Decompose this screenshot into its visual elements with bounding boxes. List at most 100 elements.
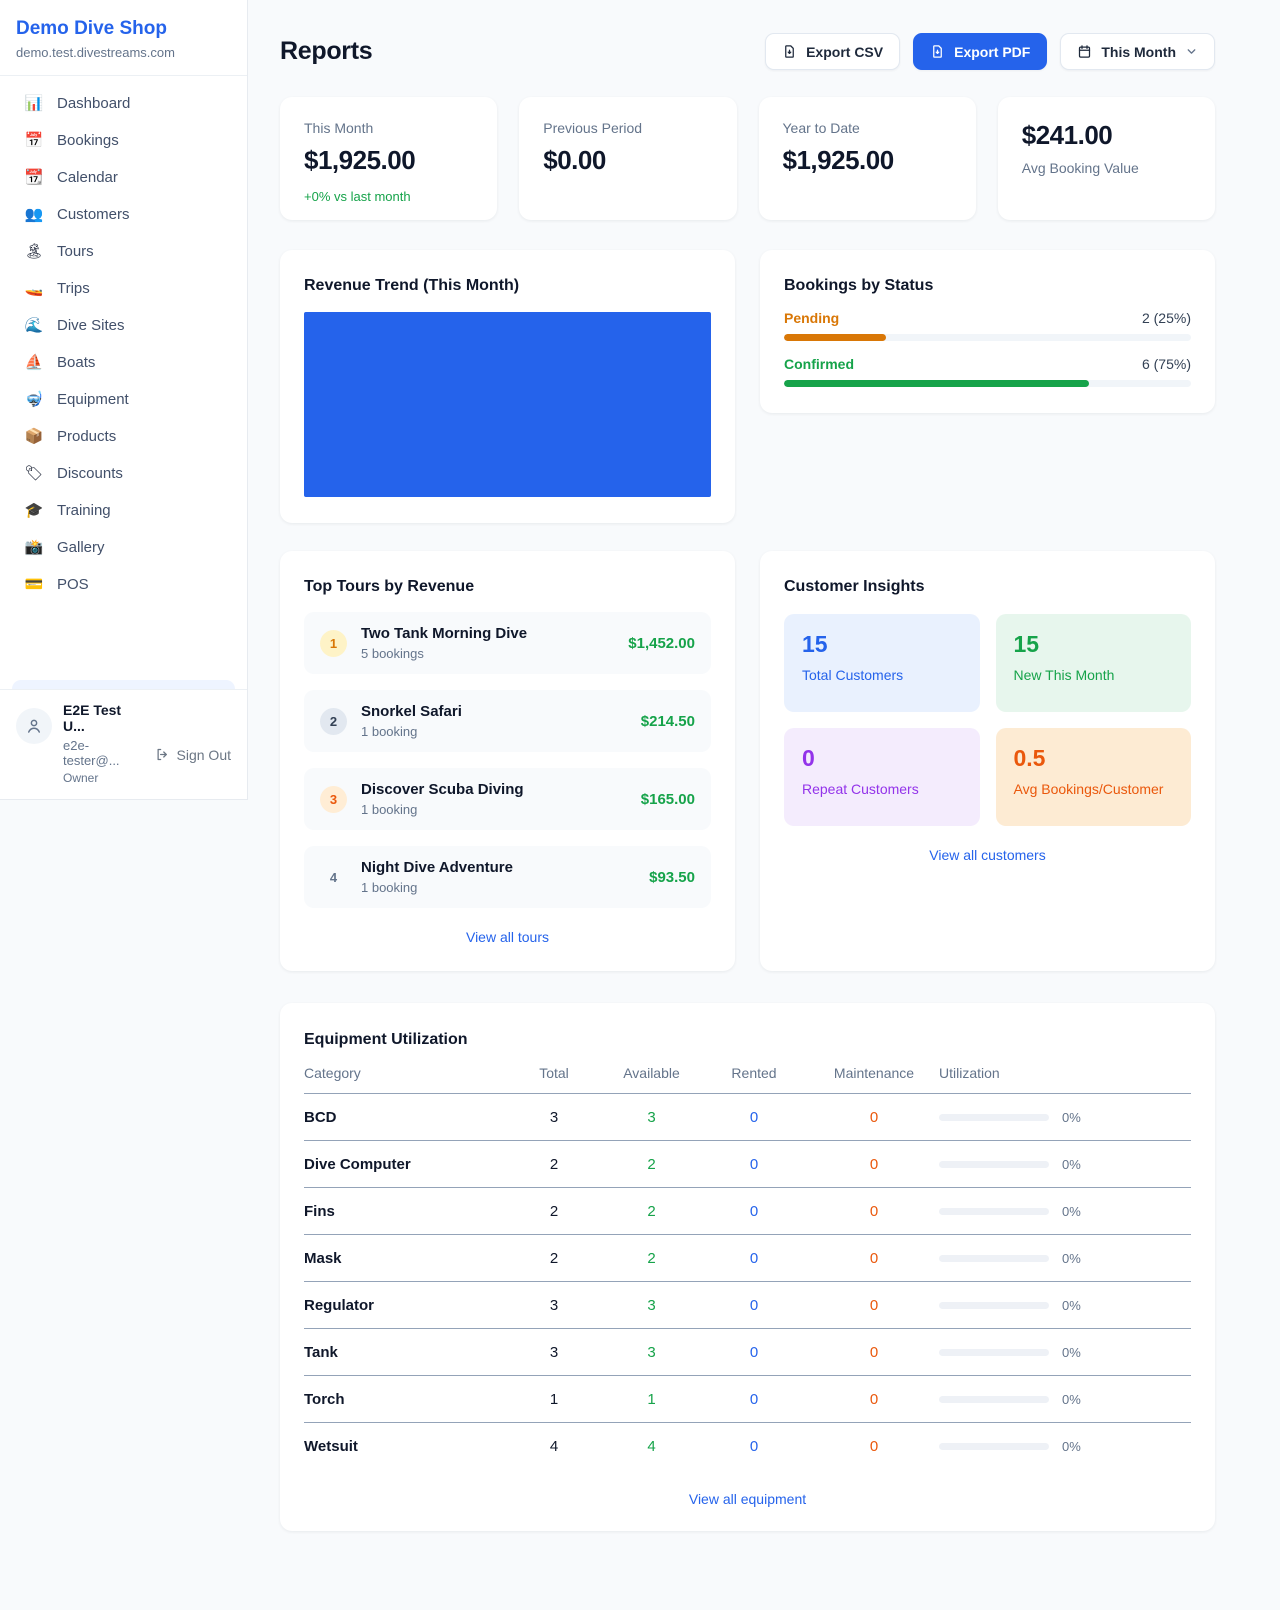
stat-value: $1,925.00 [304, 145, 416, 175]
stat-value: $1,925.00 [782, 145, 895, 175]
sidebar-nav-item[interactable]: 🏷 Discounts [12, 455, 235, 492]
equipment-rented: 0 [749, 1249, 759, 1267]
sidebar-nav-item[interactable]: 📸 Gallery [12, 529, 235, 566]
view-all-tours-link[interactable]: View all tours [465, 929, 549, 945]
insight-value: 15 [1013, 631, 1040, 657]
status-count: 2 (25%) [1141, 310, 1191, 326]
page-title: Reports [280, 37, 373, 65]
sidebar-nav-item[interactable]: 📅 Bookings [12, 122, 235, 159]
user-avatar-icon [16, 708, 52, 744]
nav-item-label: Dive Sites [57, 317, 125, 334]
equipment-rented: 0 [749, 1390, 759, 1408]
equipment-rented: 0 [749, 1343, 759, 1361]
stat-label: Previous Period [543, 120, 643, 136]
view-all-equipment-link[interactable]: View all equipment [688, 1491, 807, 1507]
utilization-percent: 0% [1062, 1156, 1081, 1172]
status-row: Confirmed 6 (75%) [784, 356, 1191, 387]
sidebar-nav-item[interactable]: 🏝 Tours [12, 233, 235, 270]
utilization-bar [939, 1207, 1049, 1215]
tour-rank-badge: 2 [320, 707, 347, 735]
utilization-percent: 0% [1062, 1203, 1081, 1219]
insight-value: 15 [802, 631, 828, 657]
sign-out-button[interactable]: Sign Out [155, 724, 231, 785]
stat-card: This Month $1,925.00 +0% vs last month [280, 97, 498, 220]
utilization-percent: 0% [1062, 1344, 1081, 1360]
tour-rank-badge: 1 [320, 629, 347, 657]
utilization-percent: 0% [1062, 1297, 1081, 1313]
nav-item-label: Gallery [57, 539, 105, 556]
tour-rank-badge: 3 [320, 785, 347, 813]
equipment-category: Wetsuit [304, 1438, 358, 1455]
equipment-category: Fins [304, 1202, 335, 1220]
equipment-total: 4 [549, 1438, 559, 1455]
sidebar-nav-item[interactable]: 💳 POS [12, 566, 235, 603]
nav-item-icon: 🌊 [24, 317, 44, 334]
equipment-utilization-panel: Equipment Utilization Category Total Ava… [280, 1003, 1215, 1531]
logout-icon [157, 748, 167, 761]
nav-item-label: Trips [57, 280, 90, 297]
view-all-customers-link[interactable]: View all customers [929, 847, 1046, 863]
stat-cards: This Month $1,925.00 +0% vs last month P… [280, 97, 1215, 220]
sidebar-divider [0, 75, 247, 76]
equipment-rented: 0 [749, 1108, 759, 1126]
equipment-available: 2 [647, 1249, 656, 1267]
equipment-total: 2 [549, 1202, 559, 1220]
tour-bookings-count: 1 booking [361, 724, 418, 739]
tour-list-item: 1 Two Tank Morning Dive 5 bookings $1,45… [304, 612, 711, 674]
tour-name: Night Dive Adventure [361, 859, 513, 876]
user-name: E2E Test U... [63, 702, 122, 734]
nav-item-icon: 📦 [24, 428, 44, 445]
equipment-maintenance: 0 [869, 1296, 879, 1314]
nav-item-label: Training [57, 502, 111, 519]
sidebar-nav-item[interactable]: 📆 Calendar [12, 159, 235, 196]
insight-value: 0.5 [1013, 745, 1046, 771]
insight-label: Avg Bookings/Customer [1013, 781, 1164, 797]
equipment-category: BCD [304, 1108, 337, 1126]
stat-card: Previous Period $0.00 [519, 97, 737, 220]
stat-label: This Month [304, 120, 374, 136]
sidebar-nav-item[interactable]: ⛵ Boats [12, 344, 235, 381]
equipment-table-row: Torch 1 1 0 0 0% [304, 1376, 1191, 1423]
nav-item-icon: 🎓 [24, 502, 44, 519]
top-tours-title: Top Tours by Revenue [304, 578, 475, 595]
stat-card: Year to Date $1,925.00 [758, 97, 976, 220]
status-progress-fill [784, 334, 886, 341]
sidebar-nav-item[interactable]: 🤿 Equipment [12, 381, 235, 418]
period-dropdown[interactable]: This Month [1060, 33, 1215, 70]
equipment-rented: 0 [749, 1438, 759, 1455]
sidebar-nav-item[interactable]: 🌊 Dive Sites [12, 307, 235, 344]
nav-item-label: Tours [57, 243, 94, 260]
equipment-category: Mask [304, 1249, 342, 1267]
tour-name: Discover Scuba Diving [361, 781, 524, 798]
nav-item-icon: ⛵ [24, 354, 44, 371]
period-label: This Month [1101, 43, 1176, 60]
equipment-table-header: Category Total Available Rented Maintena… [304, 1049, 1191, 1094]
equipment-available: 1 [647, 1390, 656, 1408]
sidebar-nav-item[interactable]: 👥 Customers [12, 196, 235, 233]
utilization-percent: 0% [1062, 1109, 1081, 1125]
stat-note: +0% vs last month [304, 189, 411, 204]
nav-item-icon: 💳 [24, 576, 44, 593]
equipment-utilization-title: Equipment Utilization [304, 1031, 468, 1048]
nav-item-label: Calendar [57, 169, 118, 186]
sidebar-nav: 📊 Dashboard 📅 Bookings 📆 Calendar 👥 Cust… [0, 76, 247, 677]
sidebar-nav-item[interactable]: 🎓 Training [12, 492, 235, 529]
stat-label: Year to Date [782, 120, 860, 136]
tour-revenue: $1,452.00 [628, 634, 695, 652]
sidebar-nav-item[interactable]: 📊 Dashboard [12, 85, 235, 122]
chevron-down-icon [1187, 49, 1196, 54]
shop-subdomain: demo.test.divestreams.com [16, 45, 175, 60]
equipment-total: 3 [549, 1343, 559, 1361]
export-pdf-button[interactable]: Export PDF [913, 33, 1048, 70]
utilization-bar [939, 1113, 1049, 1121]
equipment-table-row: Tank 3 3 0 0 0% [304, 1329, 1191, 1376]
sidebar-nav-item[interactable]: 📦 Products [12, 418, 235, 455]
equipment-available: 4 [647, 1438, 656, 1455]
sidebar-item-reports-partial[interactable] [12, 680, 235, 689]
tour-bookings-count: 5 bookings [361, 646, 424, 661]
sidebar-nav-item[interactable]: 🚤 Trips [12, 270, 235, 307]
equipment-available: 3 [647, 1296, 656, 1314]
export-csv-button[interactable]: Export CSV [765, 33, 901, 70]
utilization-bar [939, 1160, 1049, 1168]
nav-item-icon: 🤿 [24, 391, 44, 408]
